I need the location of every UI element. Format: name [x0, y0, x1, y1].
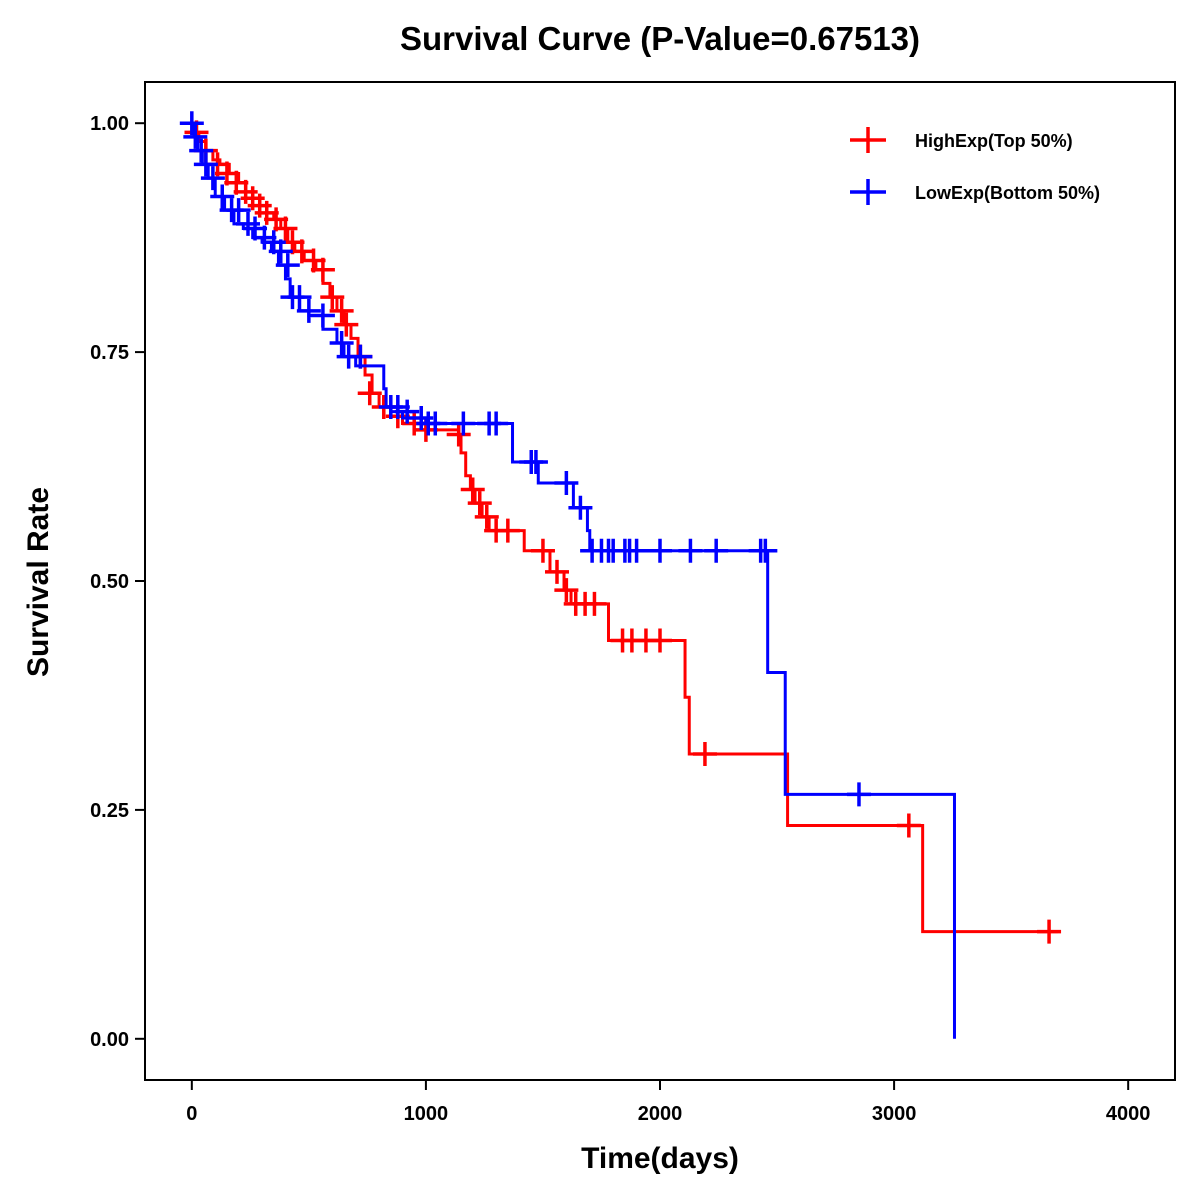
censor-mark — [530, 538, 555, 563]
legend: HighExp(Top 50%) LowExp(Bottom 50%) — [850, 127, 1100, 205]
x-tick-label: 4000 — [1106, 1103, 1151, 1125]
censor-mark — [183, 124, 208, 149]
censor-mark — [179, 111, 204, 136]
x-axis: 0 1000 2000 3000 4000 — [186, 1080, 1150, 1125]
censor-mark — [446, 422, 471, 447]
censor-mark — [692, 742, 717, 767]
censor-mark — [704, 538, 729, 563]
y-tick-label: 0.00 — [90, 1029, 129, 1051]
censor-mark — [896, 813, 921, 838]
censor-mark — [495, 518, 520, 543]
censor-mark — [484, 411, 509, 436]
censor-mark — [320, 285, 345, 310]
censor-mark — [753, 538, 778, 563]
legend-label: HighExp(Top 50%) — [915, 131, 1073, 151]
censor-mark — [310, 303, 335, 328]
y-tick-label: 1.00 — [90, 113, 129, 135]
legend-item: LowExp(Bottom 50%) — [850, 179, 1100, 205]
censor-mark — [348, 344, 373, 369]
censor-mark — [200, 166, 225, 191]
x-tick-label: 1000 — [404, 1103, 449, 1125]
x-tick-label: 0 — [186, 1103, 197, 1125]
y-tick-label: 0.25 — [90, 800, 129, 822]
censor-mark — [460, 477, 485, 502]
x-axis-label: Time(days) — [581, 1142, 739, 1175]
legend-cross-icon — [850, 127, 886, 153]
y-axis: 0.00 0.25 0.50 0.75 1.00 — [90, 113, 145, 1051]
censor-mark — [395, 399, 420, 424]
censor-mark — [554, 578, 579, 603]
x-tick-label: 2000 — [638, 1103, 683, 1125]
censor-mark — [467, 491, 492, 516]
censor-mark — [357, 381, 382, 406]
censor-mark — [334, 312, 359, 337]
legend-label: LowExp(Bottom 50%) — [915, 183, 1100, 203]
censor-mark — [554, 471, 579, 496]
y-tick-label: 0.75 — [90, 342, 129, 364]
censor-mark — [329, 298, 354, 323]
censor-mark — [210, 184, 235, 209]
censor-mark — [310, 257, 335, 282]
censor-mark — [582, 591, 607, 616]
censor-mark — [648, 628, 672, 653]
censor-mark — [423, 411, 448, 436]
x-tick-label: 3000 — [872, 1103, 917, 1125]
censor-mark — [846, 782, 871, 807]
censor-mark — [273, 216, 298, 241]
censor-mark — [568, 495, 593, 520]
censor-mark — [1037, 919, 1062, 944]
plot-panel — [144, 81, 1176, 1081]
legend-item: HighExp(Top 50%) — [850, 127, 1073, 153]
series-layer — [179, 111, 1062, 1039]
chart-title: Survival Curve (P-Value=0.67513) — [400, 20, 920, 57]
legend-cross-icon — [850, 179, 886, 205]
censor-mark — [624, 538, 649, 563]
censor-mark — [268, 239, 293, 264]
censor-mark — [287, 285, 312, 310]
censor-mark — [648, 538, 672, 563]
censor-mark — [275, 253, 300, 278]
censor-mark — [193, 152, 218, 177]
censor-mark — [296, 298, 321, 323]
censor-mark — [678, 538, 703, 563]
censor-mark — [545, 559, 569, 584]
series-low-exp — [179, 111, 956, 1039]
censor-mark — [189, 138, 214, 163]
censor-mark — [329, 330, 354, 355]
censor-mark — [523, 449, 548, 474]
y-tick-label: 0.50 — [90, 571, 129, 593]
censor-mark — [474, 504, 499, 529]
censor-mark — [451, 411, 476, 436]
y-axis-label: Survival Rate — [22, 487, 55, 677]
censor-mark — [226, 198, 251, 223]
